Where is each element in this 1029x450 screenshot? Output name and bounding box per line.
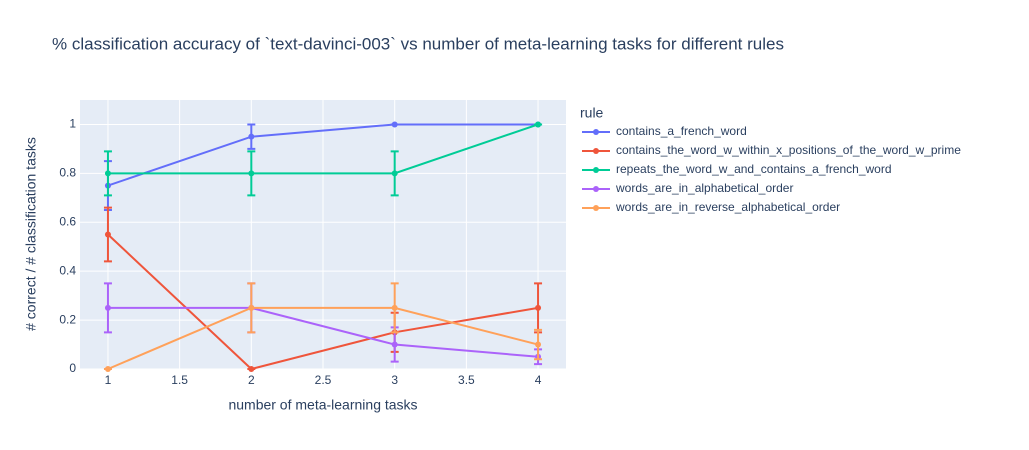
legend-marker: [593, 167, 599, 173]
legend-marker: [593, 186, 599, 192]
series: [103, 282, 543, 372]
x-tick-label: 2.5: [315, 373, 332, 387]
line: [107, 306, 539, 370]
marker: [248, 304, 255, 311]
marker: [391, 341, 398, 348]
x-tick-label: 4: [535, 373, 542, 387]
marker: [535, 304, 542, 311]
line: [107, 233, 539, 371]
line: [107, 306, 539, 358]
marker: [535, 341, 542, 348]
marker: [248, 170, 255, 177]
legend-label: contains_the_word_w_within_x_positions_o…: [616, 143, 961, 157]
x-axis-label: number of meta-learning tasks: [228, 397, 417, 413]
x-tick-label: 2: [248, 373, 255, 387]
y-tick-label: 0.2: [59, 312, 76, 326]
legend-label: words_are_in_reverse_alphabetical_order: [615, 200, 840, 214]
marker: [104, 304, 111, 311]
marker: [391, 170, 398, 177]
x-tick-label: 1.5: [171, 373, 188, 387]
marker: [104, 170, 111, 177]
x-tick-label: 3: [391, 373, 398, 387]
line: [107, 123, 539, 175]
marker: [248, 366, 255, 372]
marker: [104, 231, 111, 238]
y-tick-label: 0: [69, 361, 76, 375]
legend-label: contains_a_french_word: [616, 124, 747, 138]
legend-title: rule: [580, 105, 604, 121]
series: [103, 206, 543, 372]
legend-marker: [593, 148, 599, 154]
x-tick-label: 1: [105, 373, 112, 387]
legend-marker: [593, 129, 599, 135]
y-axis-label: # correct / # classification tasks: [23, 137, 39, 331]
marker: [104, 366, 111, 372]
marker: [535, 121, 542, 128]
chart-title: % classification accuracy of `text-davin…: [52, 34, 784, 53]
marker: [248, 133, 255, 140]
y-tick-label: 1: [69, 117, 76, 131]
legend-label: repeats_the_word_w_and_contains_a_french…: [616, 162, 892, 176]
legend-label: words_are_in_alphabetical_order: [615, 181, 793, 195]
legend-marker: [593, 205, 599, 211]
marker: [391, 304, 398, 311]
marker: [391, 121, 398, 128]
series: [103, 121, 543, 197]
y-tick-label: 0.4: [59, 263, 76, 277]
x-tick-label: 3.5: [458, 373, 475, 387]
line: [107, 123, 539, 187]
y-tick-label: 0.8: [59, 166, 76, 180]
y-tick-label: 0.6: [59, 214, 76, 228]
